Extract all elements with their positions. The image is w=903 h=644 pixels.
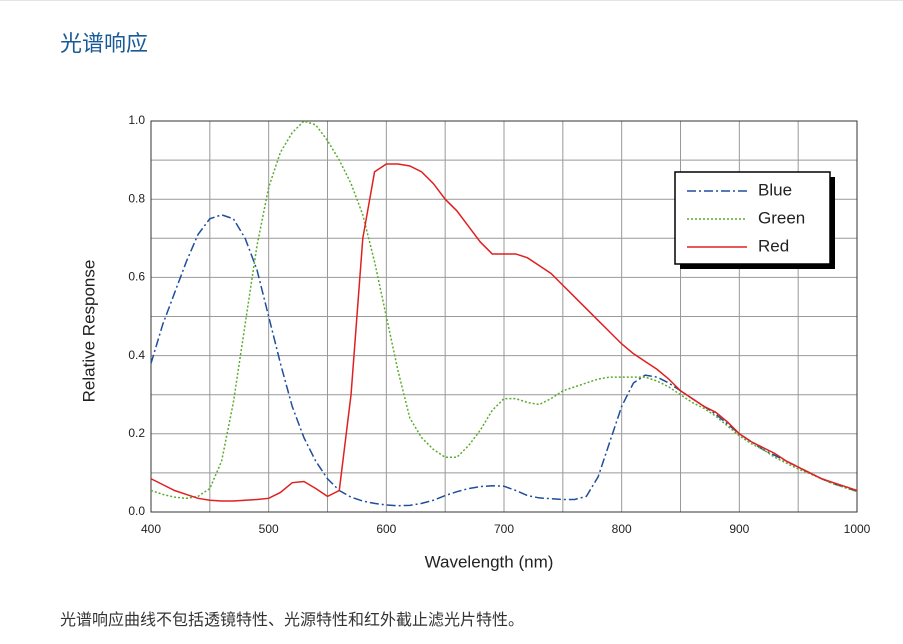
y-tick-label: 1.0 (128, 113, 145, 127)
y-tick-label: 0.6 (128, 270, 145, 284)
caption: 光谱响应曲线不包括透镜特性、光源特性和红外截止滤光片特性。 (60, 610, 525, 629)
top-border (0, 0, 903, 1)
line-series (150, 120, 858, 500)
x-tick-label: 700 (494, 522, 514, 536)
y-tick-label: 0.8 (128, 191, 145, 205)
x-tick-label: 500 (259, 522, 279, 536)
legend-label: Blue (758, 180, 792, 199)
y-axis-label: Relative Response (79, 260, 98, 403)
line-series (150, 163, 858, 502)
x-tick-label: 600 (376, 522, 396, 536)
x-tick-label: 900 (729, 522, 749, 536)
x-tick-label: 400 (141, 522, 161, 536)
x-tick-label: 800 (612, 522, 632, 536)
chart: Wavelength (nm) Relative Response 400 500… (79, 113, 871, 571)
y-tick-label: 0.4 (128, 348, 145, 362)
heading: 光谱响应 (60, 32, 149, 57)
legend-label: Green (758, 208, 805, 227)
x-axis-label: Wavelength (nm) (425, 552, 554, 571)
y-tick-label: 0.0 (128, 504, 145, 518)
legend-label: Red (758, 236, 789, 255)
y-tick-label: 0.2 (128, 426, 145, 440)
x-tick-label: 1000 (844, 522, 871, 536)
legend-box (674, 171, 831, 265)
plot-frame (150, 120, 858, 513)
